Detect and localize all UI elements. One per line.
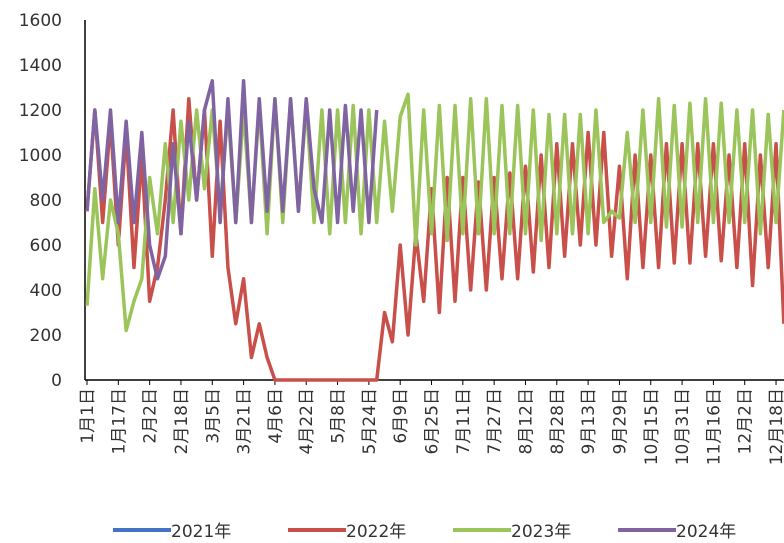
x-tick-label: 9月13日 bbox=[579, 388, 599, 454]
x-tick-label: 11月16日 bbox=[704, 388, 724, 465]
x-tick-label: 7月27日 bbox=[485, 388, 505, 454]
x-tick-label: 8月12日 bbox=[516, 388, 536, 454]
x-tick-label: 10月15日 bbox=[642, 388, 662, 465]
y-tick-label: 200 bbox=[30, 326, 62, 346]
series-line bbox=[85, 79, 379, 281]
x-tick-label: 8月28日 bbox=[548, 388, 568, 454]
legend-label: 2022年 bbox=[346, 522, 406, 542]
y-tick-label: 600 bbox=[30, 236, 62, 256]
x-tick-label: 6月9日 bbox=[391, 388, 411, 444]
x-tick-label: 2月18日 bbox=[172, 388, 192, 454]
x-tick-label: 3月21日 bbox=[235, 388, 255, 454]
legend-label: 2024年 bbox=[676, 522, 736, 542]
y-tick-label: 800 bbox=[30, 191, 62, 211]
x-tick-label: 12月2日 bbox=[736, 388, 756, 454]
y-tick-label: 1200 bbox=[19, 101, 62, 121]
legend-label: 2021年 bbox=[171, 522, 231, 542]
y-tick-label: 0 bbox=[51, 371, 62, 391]
x-tick-label: 7月11日 bbox=[454, 388, 474, 454]
plot-area bbox=[85, 79, 784, 382]
x-tick-label: 5月8日 bbox=[329, 388, 349, 444]
x-tick-label: 1月17日 bbox=[109, 388, 129, 454]
y-tick-label: 400 bbox=[30, 281, 62, 301]
x-tick-label: 10月31日 bbox=[673, 388, 693, 465]
series-line bbox=[85, 92, 784, 333]
x-tick-label: 1月1日 bbox=[78, 388, 98, 444]
x-tick-label: 2月2日 bbox=[141, 388, 161, 444]
x-tick-label: 4月6日 bbox=[266, 388, 286, 444]
x-tick-label: 4月22日 bbox=[297, 388, 317, 454]
y-tick-label: 1600 bbox=[19, 11, 62, 31]
x-tick-label: 5月24日 bbox=[360, 388, 380, 454]
legend-label: 2023年 bbox=[511, 522, 571, 542]
y-tick-label: 1000 bbox=[19, 146, 62, 166]
x-tick-label: 12月18日 bbox=[767, 388, 784, 465]
x-tick-label: 6月25日 bbox=[423, 388, 443, 454]
x-tick-label: 3月5日 bbox=[203, 388, 223, 444]
y-tick-label: 1400 bbox=[19, 56, 62, 76]
x-tick-label: 9月29日 bbox=[610, 388, 630, 454]
